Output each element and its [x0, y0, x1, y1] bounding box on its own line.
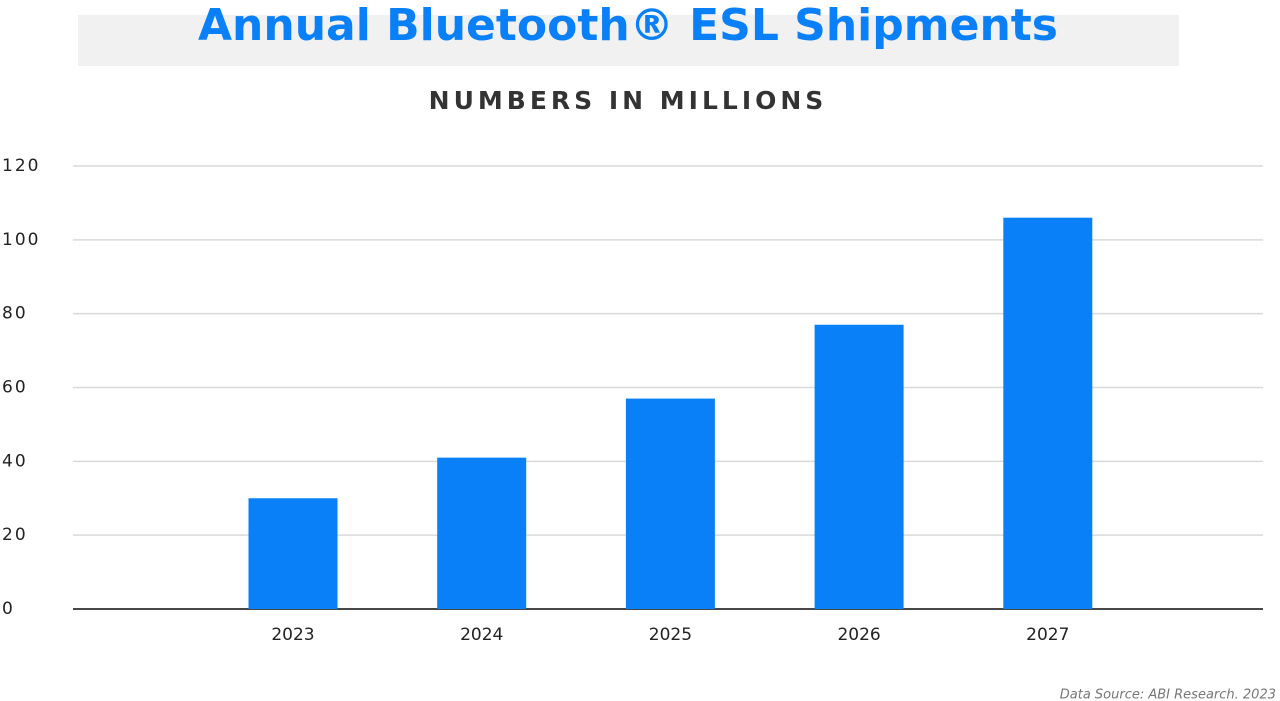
- source-note: Data Source: ABI Research. 2023: [1060, 688, 1276, 701]
- y-tick-label: 120: [2, 156, 40, 176]
- bar: [1003, 217, 1093, 609]
- y-tick-label: 40: [2, 451, 28, 471]
- y-tick-label: 60: [2, 378, 28, 398]
- y-tick-label: 0: [2, 599, 15, 619]
- x-tick-label: 2025: [649, 625, 692, 645]
- y-tick-label: 100: [2, 230, 40, 250]
- bar: [248, 498, 338, 609]
- x-tick-label: 2027: [1026, 625, 1069, 645]
- bar: [814, 324, 904, 609]
- bar: [625, 398, 715, 609]
- y-tick-label: 80: [2, 304, 28, 324]
- chart-subtitle: NUMBERS IN MILLIONS: [429, 86, 828, 115]
- bar: [437, 457, 527, 609]
- x-tick-label: 2026: [837, 625, 880, 645]
- x-tick-label: 2024: [460, 625, 503, 645]
- x-tick-label: 2023: [271, 625, 314, 645]
- chart-title: Annual Bluetooth® ESL Shipments: [198, 0, 1058, 51]
- title-box: [78, 15, 1179, 66]
- y-tick-label: 20: [2, 525, 28, 545]
